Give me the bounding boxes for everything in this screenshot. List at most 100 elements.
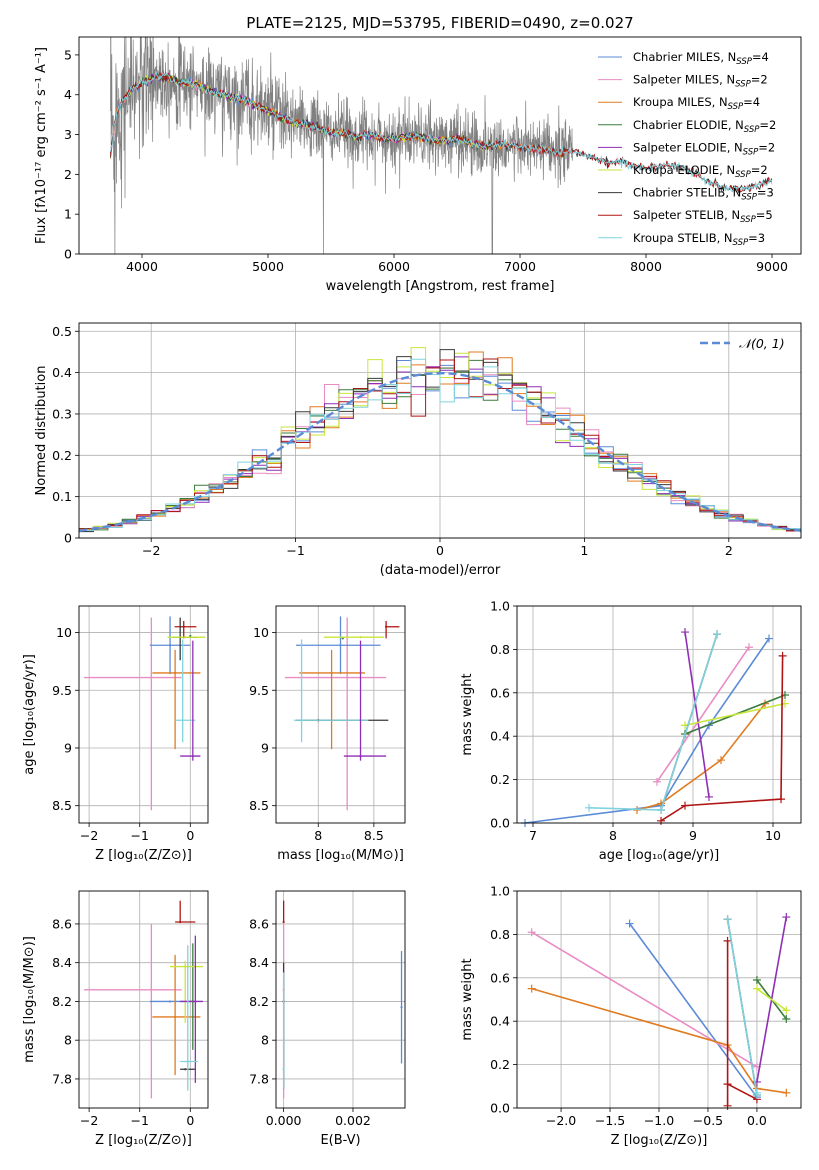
- y-tick-label: 8.5: [52, 798, 72, 813]
- legend-subscript: SSP: [735, 170, 751, 180]
- mass-vs-metallicity-panel: −2 −1 0 7.8 8 8.2 8.4 8.6 Z [log₁₀(Z/Z⊙)] mass [l…: [22, 890, 209, 1148]
- data-point: [174, 1015, 177, 1019]
- x-axis-label: Z [log₁₀(Z/Z⊙)]: [611, 1133, 708, 1148]
- data-point: [359, 754, 362, 758]
- data-point: [330, 671, 333, 675]
- legend-value: =3: [748, 231, 765, 245]
- y-tick-label: 10: [253, 625, 269, 640]
- x-axis-label: Z [log₁₀(Z/Z⊙)]: [95, 1133, 192, 1148]
- legend-label: Salpeter STELIB, N: [633, 208, 740, 222]
- y-tick-label: 0.2: [490, 1057, 510, 1072]
- legend-subscript: SSP: [735, 80, 751, 90]
- y-tick-label: 7.8: [249, 1071, 269, 1086]
- y-tick-label: 0.2: [490, 772, 510, 787]
- series-line-kroupa_miles: [531, 987, 787, 1094]
- series-marker: [527, 984, 536, 993]
- x-tick-label: −1.0: [644, 1113, 674, 1128]
- legend-label: Chabrier ELODIE, N: [633, 118, 744, 132]
- data-point: [168, 644, 172, 647]
- data-point: [168, 1000, 172, 1003]
- legend-entry: Chabrier ELODIE, NSSP=2: [633, 118, 776, 135]
- series-marker: [752, 1088, 761, 1097]
- x-axis-label: mass [log₁₀(M/M⊙)]: [277, 848, 404, 863]
- legend-entry: Salpeter MILES, NSSP=2: [633, 73, 768, 90]
- axes-frame: [516, 890, 802, 1109]
- x-tick-label: 8: [314, 828, 322, 843]
- x-tick-label: −2: [80, 1113, 98, 1128]
- x-axis-label: wavelength [Angstrom, rest frame]: [326, 279, 555, 294]
- y-tick-label: 4: [64, 87, 72, 102]
- y-tick-label: 8: [64, 1033, 72, 1048]
- y-tick-label: 8: [261, 1033, 269, 1048]
- y-tick-label: 0.1: [52, 489, 72, 504]
- axes-frame: [78, 36, 802, 255]
- y-tick-label: 0.6: [490, 685, 510, 700]
- x-axis-label: Z [log₁₀(Z/Z⊙)]: [95, 848, 192, 863]
- legend-value: =5: [756, 208, 773, 222]
- series-marker: [745, 643, 753, 652]
- series-marker: [717, 756, 725, 765]
- y-tick-label: 1.0: [490, 884, 510, 899]
- y-tick-label: 9.5: [52, 683, 72, 698]
- y-tick-label: 0.8: [490, 642, 510, 657]
- x-tick-label: 2: [725, 543, 733, 558]
- legend-entry: Kroupa ELODIE, NSSP=2: [633, 163, 768, 180]
- axes-frame: [516, 605, 802, 824]
- legend-subscript: SSP: [736, 57, 752, 67]
- y-tick-label: 0.8: [490, 927, 510, 942]
- y-tick-label: 0.2: [52, 448, 72, 463]
- data-point: [174, 671, 177, 675]
- data-point: [181, 719, 184, 722]
- series-line-salpeter_elodie: [684, 631, 710, 798]
- series-marker: [765, 634, 773, 643]
- x-tick-label: 10: [765, 828, 781, 843]
- series-marker: [782, 1006, 791, 1015]
- data-point: [282, 920, 285, 924]
- data-point: [384, 625, 388, 628]
- age-vs-mass-panel: 8 8.5 8.5 9 9.5 10 mass [log₁₀(M/M⊙)]: [249, 605, 406, 863]
- x-tick-label: −2.0: [546, 1113, 576, 1128]
- legend-label: Kroupa ELODIE, N: [633, 163, 735, 177]
- legend-value: =2: [751, 73, 768, 87]
- legend-label: Chabrier MILES, N: [633, 50, 736, 64]
- y-tick-label: 8.2: [52, 994, 72, 1009]
- y-tick-label: 0.0: [490, 1101, 510, 1116]
- y-tick-label: 0.6: [490, 970, 510, 985]
- legend-label: Kroupa STELIB, N: [633, 231, 733, 245]
- normal-curve: [79, 371, 801, 532]
- y-axis-label: Flux [fλ10⁻¹⁷ erg cm⁻² s⁻¹ A⁻¹]: [34, 47, 49, 244]
- data-point: [182, 625, 185, 628]
- x-tick-label: 7000: [504, 259, 536, 274]
- x-tick-label: 0.002: [335, 1113, 371, 1128]
- data-point: [191, 754, 194, 758]
- series-marker: [782, 1088, 791, 1097]
- legend-subscript: SSP: [728, 102, 744, 112]
- axes-frame: [78, 322, 802, 539]
- y-tick-label: 9: [64, 740, 72, 755]
- legend-entry: Kroupa MILES, NSSP=4: [633, 95, 760, 112]
- data-point: [194, 1000, 197, 1003]
- series-line-salpeter_stelib: [726, 940, 758, 1106]
- series-marker: [723, 936, 732, 945]
- x-tick-label: 0: [186, 1113, 194, 1128]
- x-tick-label: 0: [436, 543, 444, 558]
- series-marker: [625, 919, 634, 928]
- x-tick-label: −1: [286, 543, 304, 558]
- series-line-kroupa_elodie: [684, 702, 786, 727]
- data-point: [150, 676, 153, 679]
- series-marker: [681, 801, 689, 810]
- legend-label: Chabrier STELIB, N: [633, 186, 741, 200]
- x-tick-label: −2: [142, 543, 160, 558]
- x-tick-label: 7: [529, 828, 537, 843]
- legend-entry: Chabrier STELIB, NSSP=3: [633, 186, 774, 203]
- legend-label: Kroupa MILES, N: [633, 95, 728, 109]
- legend-label: Salpeter MILES, N: [633, 73, 735, 87]
- legend-label: Salpeter ELODIE, N: [633, 140, 743, 154]
- axes-frame: [275, 605, 406, 824]
- y-tick-label: 8.4: [52, 955, 72, 970]
- data-point: [179, 920, 182, 924]
- y-tick-label: 0.4: [490, 729, 510, 744]
- series-line-kroupa_miles: [636, 703, 766, 811]
- series-marker: [713, 630, 721, 639]
- observed-spectrum: [110, 37, 574, 254]
